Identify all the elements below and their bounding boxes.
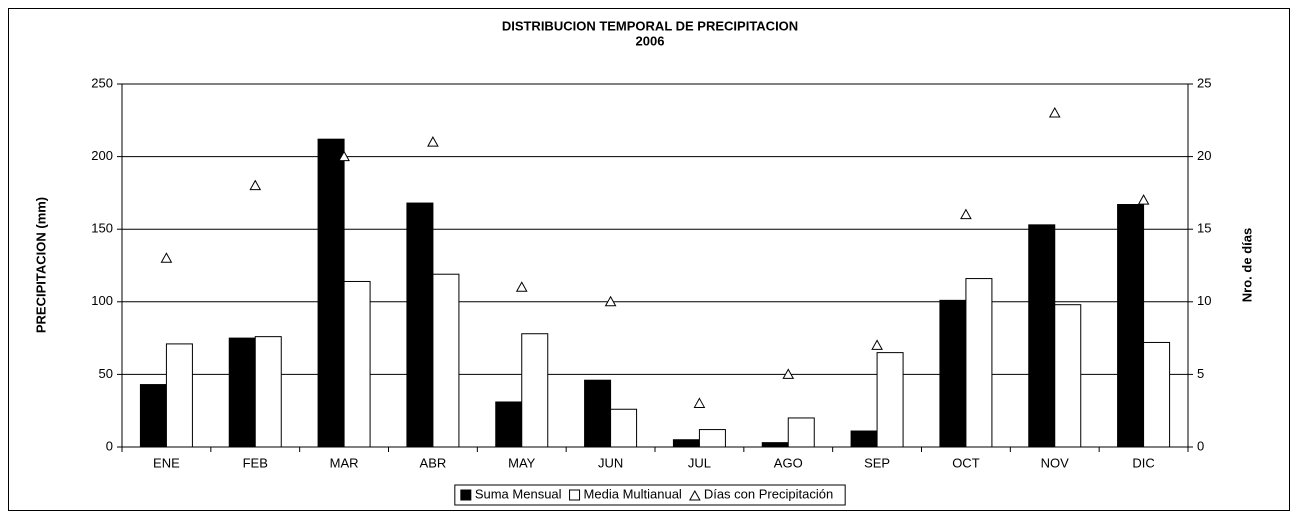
bar	[432, 273, 460, 448]
bar	[228, 337, 256, 448]
y2-tick-label: 25	[1197, 75, 1211, 90]
y2-tick-label: 10	[1197, 293, 1211, 308]
x-tick-label: NOV	[1041, 455, 1070, 470]
bar	[165, 343, 193, 448]
bar	[672, 439, 700, 448]
bar	[495, 401, 523, 448]
triangle-marker	[338, 150, 350, 162]
triangle-marker	[960, 208, 972, 220]
triangle-marker	[427, 136, 439, 147]
legend-box	[454, 484, 846, 506]
x-tick-label: SEP	[864, 455, 890, 470]
legend-swatch	[569, 489, 581, 501]
x-tick-label: JUN	[598, 455, 623, 470]
y-tick-label: 200	[91, 148, 113, 163]
bar	[1054, 304, 1082, 448]
bar	[787, 417, 815, 448]
y2-tick-label: 0	[1197, 438, 1204, 453]
bar	[965, 278, 993, 448]
y-tick-label: 150	[91, 221, 113, 236]
bar	[139, 384, 167, 448]
bar	[521, 333, 549, 448]
bar	[1143, 341, 1171, 448]
triangle-marker	[249, 179, 262, 191]
x-tick-label: AGO	[774, 455, 803, 470]
bar	[761, 442, 789, 448]
x-tick-label: JUL	[688, 455, 711, 470]
x-tick-label: DIC	[1132, 455, 1154, 470]
bar	[317, 138, 345, 448]
bar	[343, 280, 371, 448]
y-tick-label: 100	[91, 293, 113, 308]
legend-label: Suma Mensual	[475, 486, 562, 501]
triangle-marker	[782, 368, 795, 379]
triangle-marker	[1137, 194, 1150, 205]
x-tick-label: FEB	[243, 455, 268, 470]
triangle-marker	[160, 252, 173, 263]
x-tick-label: ABR	[420, 455, 447, 470]
bar	[876, 352, 904, 448]
y2-tick-label: 5	[1197, 366, 1204, 381]
chart-subtitle: 2006	[636, 33, 665, 48]
bar	[254, 336, 282, 448]
y2-tick-label: 20	[1197, 148, 1211, 163]
x-tick-label: ENE	[153, 455, 180, 470]
bar	[850, 430, 878, 448]
legend-label: Media Multianual	[584, 486, 682, 501]
bar	[610, 408, 638, 448]
triangle-marker	[604, 295, 617, 307]
y-tick-label: 50	[99, 366, 113, 381]
bar	[939, 299, 967, 448]
y-tick-label: 250	[91, 75, 113, 90]
x-tick-label: OCT	[952, 455, 980, 470]
bar	[1117, 204, 1145, 448]
legend-swatch	[688, 489, 701, 501]
x-tick-label: MAY	[508, 455, 536, 470]
triangle-marker	[693, 397, 706, 408]
bar	[698, 429, 726, 448]
y-tick-label: 0	[106, 438, 113, 453]
chart-title: DISTRIBUCION TEMPORAL DE PRECIPITACION	[502, 18, 798, 33]
x-tick-label: MAR	[330, 455, 359, 470]
y-axis-title: PRECIPITACION (mm)	[33, 197, 48, 333]
legend-label: Días con Precipitación	[704, 486, 833, 501]
bar	[584, 379, 612, 448]
y2-axis-title: Nro. de días	[1239, 228, 1254, 302]
triangle-marker	[871, 339, 883, 350]
triangle-marker	[1048, 107, 1061, 118]
bar	[1028, 224, 1056, 448]
legend-swatch	[460, 489, 472, 501]
bar	[406, 202, 434, 448]
y2-tick-label: 15	[1197, 221, 1211, 236]
triangle-marker	[515, 281, 528, 292]
